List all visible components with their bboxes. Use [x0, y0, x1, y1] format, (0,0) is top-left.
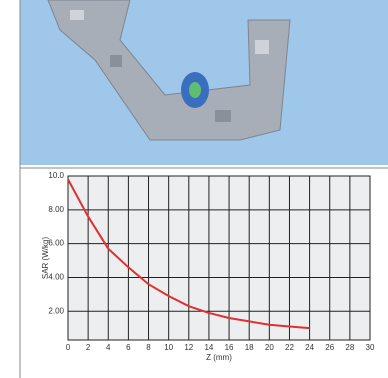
y-axis-label: SAR (W/kg): [41, 237, 50, 280]
x-tick-label: 22: [285, 343, 294, 352]
x-tick-label: 12: [184, 343, 193, 352]
y-tick-label: 8.00: [48, 205, 64, 214]
x-tick-label: 28: [345, 343, 354, 352]
mesh-patch: [70, 10, 84, 20]
mesh-patch: [110, 55, 122, 67]
mesh-patch: [255, 40, 269, 54]
x-tick-label: 14: [204, 343, 213, 352]
x-tick-label: 30: [366, 343, 375, 352]
y-tick-label: 6.00: [48, 239, 64, 248]
x-tick-label: 4: [106, 343, 111, 352]
y-tick-label: 4.00: [48, 273, 64, 282]
y-tick-label: 2.00: [48, 306, 64, 315]
x-axis-label: Z (mm): [206, 353, 232, 362]
x-tick-label: 2: [86, 343, 91, 352]
mesh-patch: [215, 110, 231, 122]
data-line: [67, 178, 310, 330]
hotspot-core: [189, 82, 201, 98]
x-tick-label: 10: [164, 343, 173, 352]
y-tick-label: 10.0: [48, 171, 64, 180]
x-tick-label: 8: [146, 343, 151, 352]
x-tick-label: 24: [305, 343, 314, 352]
x-tick-label: 6: [126, 343, 131, 352]
x-tick-label: 18: [245, 343, 254, 352]
x-tick-label: 16: [225, 343, 234, 352]
x-tick-label: 20: [265, 343, 274, 352]
x-tick-label: 26: [325, 343, 334, 352]
mesh-shape: [47, 0, 291, 141]
plot-frame: [67, 175, 371, 341]
x-tick-label: 0: [66, 343, 71, 352]
